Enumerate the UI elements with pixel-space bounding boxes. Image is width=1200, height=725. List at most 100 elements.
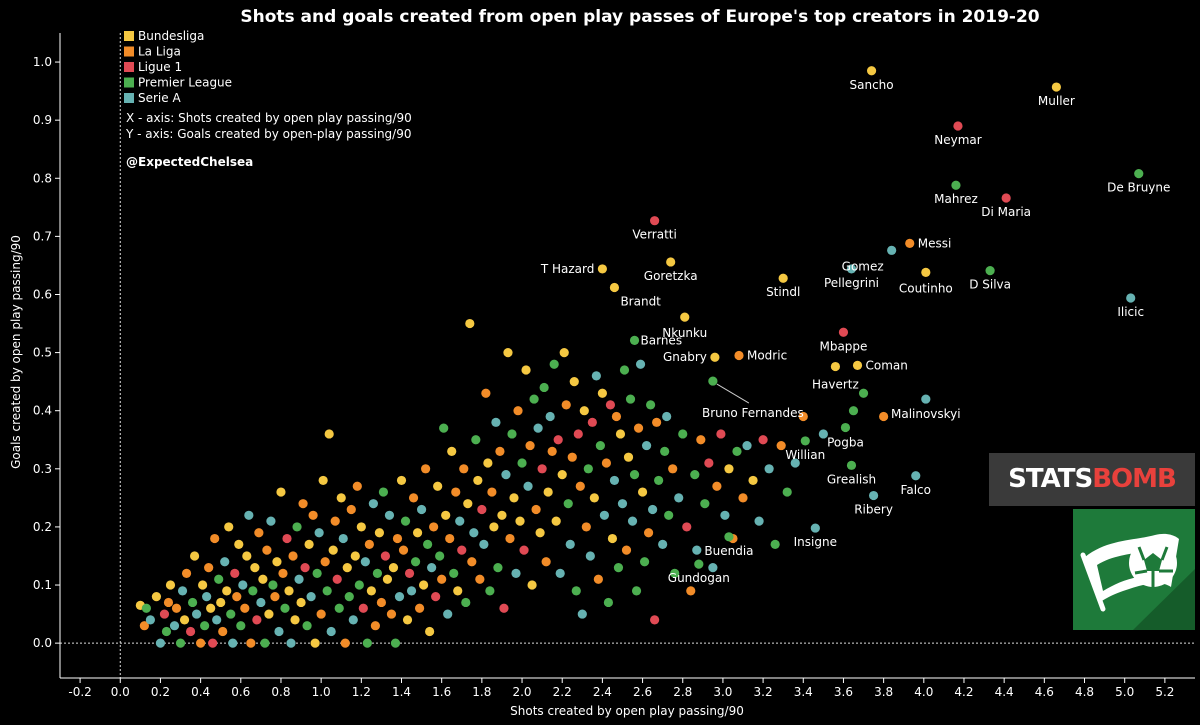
scatter-point (686, 586, 696, 596)
scatter-point (511, 568, 521, 579)
tick-labels: -0.2 0.0 0.2 0.4 0.6 0.8 1.0 1.2 1.4 1.6 1.8 2.0 2.2… (33, 55, 1175, 699)
scatter-point (625, 394, 636, 404)
scatter-point (284, 586, 294, 596)
scatter-point (280, 603, 290, 613)
scatter-point (539, 382, 549, 393)
scatter-point (589, 493, 599, 503)
scatter-point (322, 586, 332, 596)
labeled-point (846, 264, 857, 274)
point-label: Di Maria (981, 205, 1031, 219)
labeled-point (985, 266, 995, 276)
scatter-point (619, 365, 630, 375)
labeled-point (830, 361, 841, 372)
scatter-point (300, 562, 310, 573)
scatter-point (652, 417, 662, 427)
scatter-point (764, 464, 774, 474)
x-tick-label: 3.4 (794, 685, 813, 699)
scatter-point (376, 597, 387, 608)
scatter-point (479, 539, 489, 549)
point-label: Falco (901, 483, 931, 497)
scatter-point (431, 592, 441, 602)
scatter-point (314, 528, 324, 538)
labeled-point (951, 180, 961, 190)
scatter-point (159, 609, 170, 619)
scatter-point (222, 586, 232, 596)
scatter-point (848, 406, 859, 416)
point-label: Neymar (934, 133, 982, 147)
point-label: Buendia (704, 544, 753, 558)
scatter-point (529, 394, 539, 404)
scatter-point (712, 481, 722, 491)
scatter-point (304, 539, 314, 549)
labeled-point (810, 523, 820, 533)
x-tick-label: 5.0 (1115, 685, 1134, 699)
scatter-point (557, 470, 567, 480)
scatter-point (346, 504, 356, 515)
scatter-point (234, 539, 244, 549)
x-tick-label: 3.8 (874, 685, 893, 699)
scatter-point (394, 592, 405, 602)
labeled-point (724, 532, 734, 542)
x-tick-label: 4.2 (954, 685, 973, 699)
scatter-point (439, 423, 449, 433)
scatter-point (485, 586, 495, 596)
scatter-point (449, 568, 459, 579)
scatter-point (390, 638, 401, 648)
point-label: Goretzka (644, 269, 698, 283)
legend-entry: Ligue 1 (138, 60, 182, 74)
scatter-point (328, 545, 338, 555)
scatter-point (473, 475, 483, 486)
x-tick-label: 0.8 (271, 685, 290, 699)
point-label: Sancho (850, 78, 894, 92)
scatter-point (527, 580, 537, 590)
scatter-point (545, 411, 555, 422)
axis-note: Y - axis: Goals created by open-play pas… (125, 127, 411, 141)
scatter-point (597, 388, 607, 398)
labeled-point (734, 350, 744, 361)
scatter-point (248, 586, 258, 596)
legend-entry: Bundesliga (138, 29, 204, 43)
scatter-point (587, 417, 597, 427)
scatter-point (350, 551, 360, 561)
scatter-point (503, 347, 513, 358)
statsbomb-wordmark: STATSBOMB (1008, 464, 1177, 494)
y-tick-label: 0.0 (33, 636, 52, 650)
scatter-point (288, 551, 298, 561)
x-tick-label: 4.4 (995, 685, 1014, 699)
scatter-point (579, 406, 589, 416)
scatter-point (547, 446, 557, 456)
scatter-point (400, 516, 411, 526)
chart-title: Shots and goals created from open play p… (240, 7, 1039, 27)
scatter-point (499, 603, 509, 613)
scatter-point (716, 429, 726, 439)
scatter-point (798, 411, 808, 422)
scatter-point (402, 615, 413, 625)
scatter-point (352, 481, 362, 491)
scatter-point (515, 516, 525, 526)
scatter-point (581, 522, 591, 532)
scatter-point (386, 609, 397, 619)
labeled-point (1001, 193, 1011, 203)
scatter-point (700, 499, 710, 509)
point-label: Messi (918, 236, 952, 250)
y-tick-label: 0.3 (33, 462, 52, 476)
scatter-point (410, 557, 421, 567)
scatter-point (416, 504, 427, 515)
scatter-point (708, 562, 718, 573)
legend-entry: La Liga (138, 45, 181, 59)
x-tick-label: 4.6 (1035, 685, 1054, 699)
scatter-point (340, 638, 350, 648)
scatter-point (481, 388, 491, 398)
labeled-point (838, 327, 849, 337)
legend-swatch (124, 31, 134, 41)
labeled-point (887, 245, 897, 255)
x-tick-label: 2.2 (553, 685, 572, 699)
scatter-point (639, 557, 650, 567)
labeled-point (778, 273, 788, 283)
scatter-point (509, 493, 519, 503)
x-tick-label: 4.0 (914, 685, 933, 699)
labeled-point (1051, 82, 1061, 92)
scatter-point (356, 522, 366, 532)
